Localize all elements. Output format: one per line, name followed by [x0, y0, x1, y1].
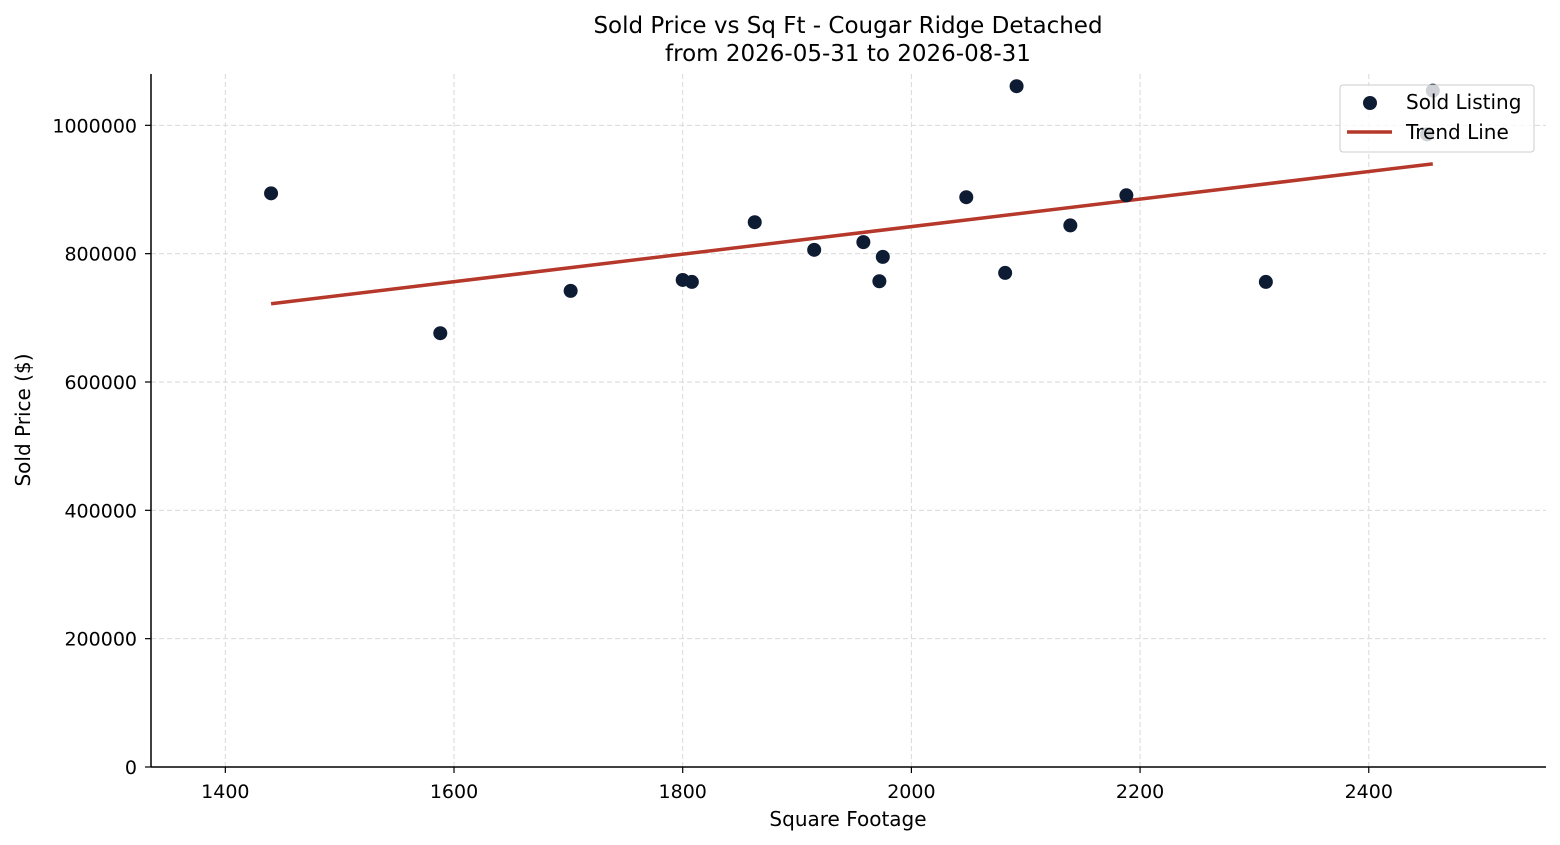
y-tick-label: 600000 [64, 372, 137, 394]
y-tick-label: 800000 [64, 244, 137, 266]
data-point [856, 235, 871, 250]
data-point [807, 242, 822, 257]
trend-line [270, 162, 1434, 306]
chart-title: Sold Price vs Sq Ft - Cougar Ridge Detac… [593, 13, 1102, 39]
data-point [433, 326, 448, 341]
legend: Sold Listing Trend Line [1339, 84, 1535, 153]
y-tick-label: 200000 [64, 629, 137, 651]
x-axis-label: Square Footage [769, 807, 926, 831]
x-tick-label: 1400 [201, 781, 249, 803]
data-point [998, 265, 1013, 280]
data-point [1119, 188, 1134, 203]
data-point [563, 283, 578, 298]
data-point [684, 274, 699, 289]
x-tick-label: 2000 [887, 781, 935, 803]
data-point [747, 215, 762, 230]
x-tick-label: 2200 [1116, 781, 1164, 803]
y-tick-label: 0 [125, 757, 137, 779]
y-axis-label: Sold Price ($) [11, 353, 35, 486]
x-tick-label: 1600 [430, 781, 478, 803]
data-point [872, 274, 887, 289]
x-tick-label: 1800 [659, 781, 707, 803]
grid-layer [151, 74, 1546, 768]
legend-label-trend-line: Trend Line [1405, 120, 1509, 144]
data-point [1009, 79, 1024, 94]
legend-frame [1339, 84, 1535, 153]
legend-marker-sold-listing [1363, 96, 1377, 110]
y-tick-label: 400000 [64, 500, 137, 522]
legend-label-sold-listing: Sold Listing [1406, 90, 1521, 114]
data-point [959, 190, 974, 205]
ticks-layer: 1400 1600 1800 2000 2200 2400 0 200000 400000 600… [52, 115, 1393, 803]
data-point [264, 186, 279, 201]
chart-subtitle: from 2026-05-31 to 2026-08-31 [665, 41, 1031, 67]
trend-layer [270, 162, 1434, 306]
y-tick-label: 1000000 [52, 115, 137, 137]
data-point [1258, 274, 1273, 289]
axes-layer [150, 74, 1546, 768]
data-point [875, 249, 890, 264]
x-tick-label: 2400 [1345, 781, 1393, 803]
data-point [1063, 218, 1078, 233]
points-layer [264, 79, 1440, 341]
